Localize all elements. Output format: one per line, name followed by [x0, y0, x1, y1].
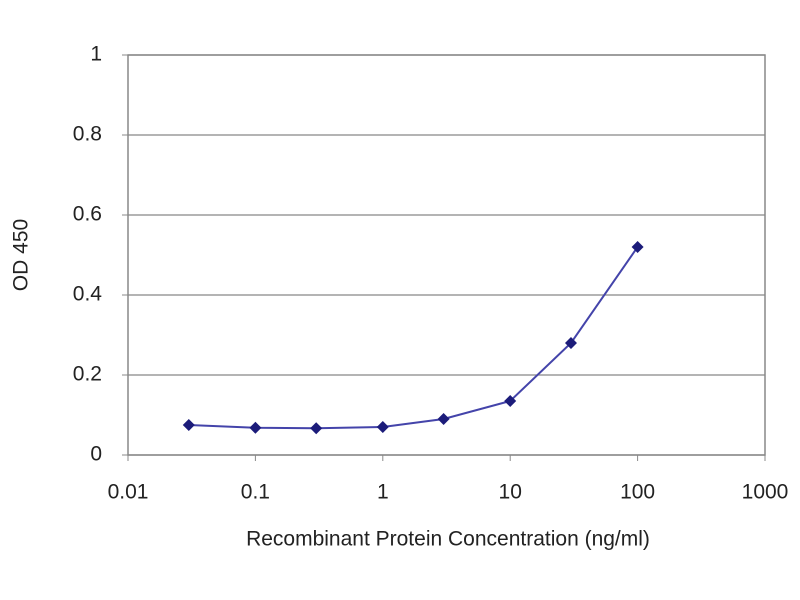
x-tick-label: 10: [499, 481, 522, 504]
y-tick-label: 0.4: [73, 283, 103, 306]
data-point: [249, 421, 262, 434]
data-point: [182, 419, 195, 431]
y-tick-label: 0.8: [73, 123, 102, 146]
data-point: [564, 337, 577, 349]
series-line: [188, 246, 639, 430]
data-point: [437, 413, 450, 425]
x-tick-label: 0.1: [241, 481, 270, 504]
data-point: [631, 241, 644, 253]
y-tick-label: 0: [90, 443, 102, 466]
data-point: [376, 421, 389, 433]
x-tick-label: 0.01: [108, 481, 149, 504]
x-tick-label: 100: [620, 481, 655, 504]
y-tick-label: 1: [90, 43, 102, 66]
data-point: [310, 422, 323, 435]
data-point: [504, 395, 517, 407]
plot-frame: [127, 54, 766, 456]
x-tick-label: 1: [377, 481, 389, 504]
y-tick-label: 0.6: [73, 203, 102, 226]
x-axis-label: Recombinant Protein Concentration (ng/ml…: [246, 528, 650, 551]
y-axis-label: OD 450: [10, 219, 33, 291]
x-tick-label: 1000: [742, 481, 789, 504]
y-tick-label: 0.2: [73, 363, 102, 386]
